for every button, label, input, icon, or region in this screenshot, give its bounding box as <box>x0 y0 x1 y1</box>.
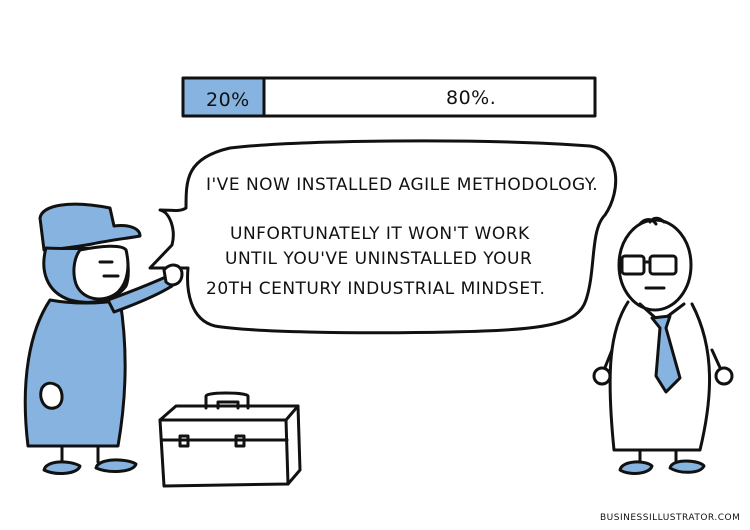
credit-text: BUSINESSILLUSTRATOR.COM <box>600 513 740 523</box>
technician-figure <box>23 202 184 475</box>
manager-glasses-right <box>648 254 678 276</box>
technician-shoe-right <box>94 458 138 473</box>
install-progress-bar: 20% 80%. <box>181 76 597 118</box>
progress-fill <box>183 78 266 116</box>
speech-line-2: UNFORTUNATELY IT WON'T WORK <box>230 224 530 244</box>
technician-body <box>23 298 127 448</box>
manager-figure <box>592 216 734 475</box>
speech-bubble: I'VE NOW INSTALLED AGILE METHODOLOGY. UN… <box>148 139 618 335</box>
manager-body <box>608 300 712 452</box>
technician-hand <box>162 263 184 287</box>
progress-frame <box>181 76 597 118</box>
progress-right-label: 80%. <box>446 87 496 109</box>
speech-line-1: I'VE NOW INSTALLED AGILE METHODOLOGY. <box>206 175 598 195</box>
technician-cap <box>38 202 142 252</box>
technician-shoe-left <box>42 460 82 475</box>
speech-line-3: UNTIL YOU'VE UNINSTALLED YOUR <box>225 249 532 269</box>
progress-left-label: 20% <box>206 89 250 111</box>
speech-bubble-outline <box>148 139 618 335</box>
technician-left-hand <box>39 381 64 410</box>
manager-tie <box>650 314 682 394</box>
technician-face <box>72 244 130 301</box>
manager-head <box>617 218 693 312</box>
toolbox-icon <box>158 391 302 488</box>
manager-glasses-left <box>620 254 646 276</box>
speech-line-4: 20TH CENTURY INDUSTRIAL MINDSET. <box>206 279 545 299</box>
